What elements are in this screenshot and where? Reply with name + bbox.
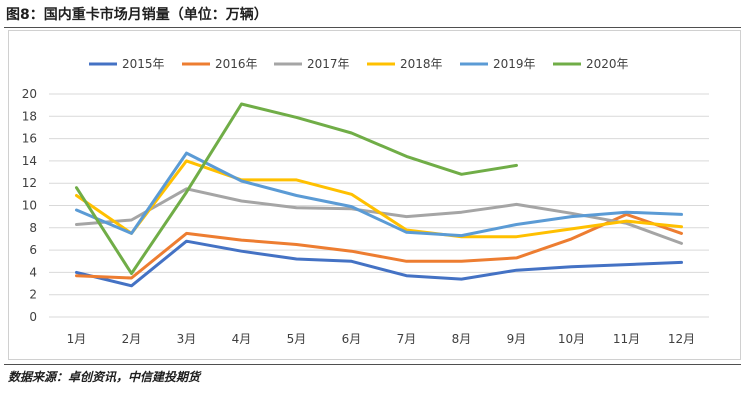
y-tick-label: 10 [22,199,37,213]
series-line-2016年 [75,212,683,280]
legend-label: 2015年 [122,57,165,71]
legend-item-2016年: 2016年 [182,57,258,71]
y-tick-label: 20 [22,87,37,101]
x-tick-label: 7月 [397,332,417,346]
y-tick-label: 16 [22,132,37,146]
legend: 2015年 2016年 2017年 2018年 2019年 2020年 [89,57,629,71]
series-line-2018年 [75,159,683,239]
y-tick-label: 18 [22,109,37,123]
x-tick-label: 8月 [452,332,472,346]
y-tick-label: 12 [22,176,37,190]
chart-frame: 0 2 4 6 8 10 12 14 16 18 20 1月 2月 3月 4月 5月 6月 7月 8月 9月 10月 11… [8,30,741,360]
x-tick-label: 4月 [232,332,252,346]
source-divider [4,364,741,365]
x-tick-label: 11月 [613,332,640,346]
x-tick-label: 1月 [67,332,87,346]
legend-label: 2020年 [586,57,629,71]
x-tick-label: 3月 [177,332,197,346]
legend-label: 2017年 [307,57,350,71]
axis-labels: 0 2 4 6 8 10 12 14 16 18 20 1月 2月 3月 4月 5月 6月 7月 8月 9月 10月 11… [22,87,695,346]
y-tick-label: 14 [22,154,37,168]
legend-item-2019年: 2019年 [460,57,536,71]
x-tick-label: 12月 [668,332,695,346]
legend-item-2020年: 2020年 [553,57,629,71]
title-divider [4,27,741,28]
figure-title: 图8：国内重卡市场月销量（单位：万辆） [6,7,268,23]
legend-label: 2019年 [493,57,536,71]
x-tick-label: 2月 [122,332,142,346]
x-tick-label: 10月 [558,332,585,346]
y-tick-label: 2 [29,288,37,302]
y-tick-label: 6 [29,243,37,257]
series-line-2019年 [75,151,683,238]
series-line-2020年 [75,102,518,275]
y-tick-label: 4 [29,265,37,279]
legend-label: 2016年 [215,57,258,71]
gridlines [49,93,709,318]
y-tick-label: 8 [29,221,37,235]
legend-item-2018年: 2018年 [367,57,443,71]
series-line-2015年 [75,239,683,288]
legend-item-2017年: 2017年 [274,57,350,71]
y-tick-label: 0 [29,310,37,324]
legend-item-2015年: 2015年 [89,57,165,71]
legend-label: 2018年 [400,57,443,71]
x-tick-label: 6月 [342,332,362,346]
source-note: 数据来源：卓创资讯，中信建投期货 [8,370,201,384]
line-chart: 0 2 4 6 8 10 12 14 16 18 20 1月 2月 3月 4月 5月 6月 7月 8月 9月 10月 11… [22,57,709,346]
series-lines [75,102,683,288]
x-tick-label: 5月 [287,332,307,346]
x-tick-label: 9月 [507,332,527,346]
